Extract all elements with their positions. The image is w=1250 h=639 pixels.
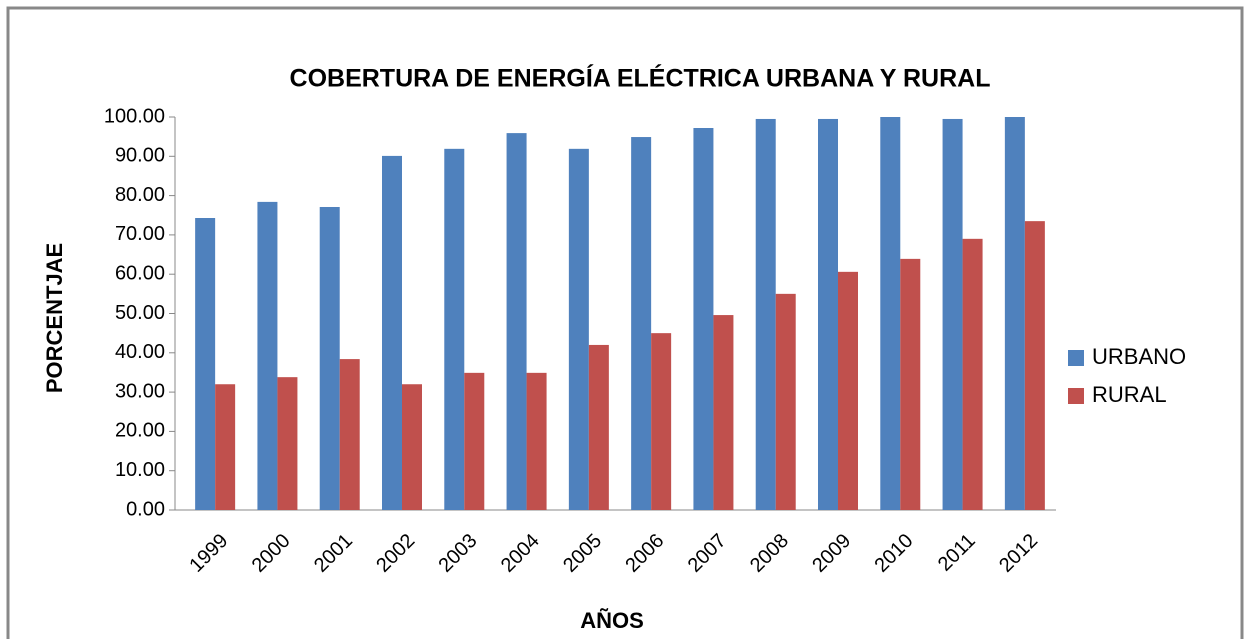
- bar: [713, 315, 734, 510]
- bar: [568, 148, 589, 510]
- bar: [257, 201, 278, 510]
- bar: [464, 372, 485, 510]
- y-tick-label: 70.00: [115, 223, 165, 245]
- bar: [526, 372, 547, 510]
- bar: [900, 258, 921, 510]
- y-tick-label: 30.00: [115, 380, 165, 402]
- bar: [506, 133, 527, 510]
- legend-label: URBANO: [1092, 344, 1186, 369]
- bar: [588, 344, 609, 510]
- bar: [319, 206, 340, 510]
- bar: [651, 333, 672, 510]
- bar: [215, 384, 236, 510]
- bar: [755, 118, 776, 510]
- bar: [818, 118, 838, 510]
- bar: [382, 155, 402, 511]
- bar: [444, 148, 465, 510]
- legend-swatch: [1068, 388, 1084, 404]
- legend-swatch: [1068, 350, 1084, 366]
- legend-label: RURAL: [1092, 382, 1167, 407]
- bar: [277, 377, 298, 510]
- bar: [1024, 221, 1045, 510]
- bar: [339, 359, 360, 510]
- y-tick-label: 60.00: [115, 262, 165, 284]
- bar: [195, 218, 216, 510]
- y-axis-title: PORCENTJAE: [42, 243, 67, 393]
- bar: [693, 128, 714, 510]
- y-tick-label: 80.00: [115, 184, 165, 206]
- bar: [631, 137, 652, 510]
- bar: [402, 384, 422, 510]
- bar: [838, 271, 858, 510]
- bar: [1004, 117, 1025, 510]
- chart-title: COBERTURA DE ENERGÍA ELÉCTRICA URBANA Y …: [290, 64, 991, 93]
- y-tick-label: 10.00: [115, 459, 165, 481]
- y-tick-label: 100.00: [104, 105, 165, 127]
- x-axis-title: AÑOS: [580, 608, 644, 633]
- bar: [775, 293, 796, 510]
- y-tick-label: 50.00: [115, 302, 165, 324]
- y-tick-label: 20.00: [115, 420, 165, 442]
- y-tick-label: 0.00: [126, 498, 165, 520]
- bar: [880, 117, 901, 510]
- y-tick-label: 40.00: [115, 341, 165, 363]
- bar: [942, 118, 963, 510]
- y-tick-label: 90.00: [115, 145, 165, 167]
- bar: [962, 238, 983, 510]
- chart-frame: [6, 6, 1244, 639]
